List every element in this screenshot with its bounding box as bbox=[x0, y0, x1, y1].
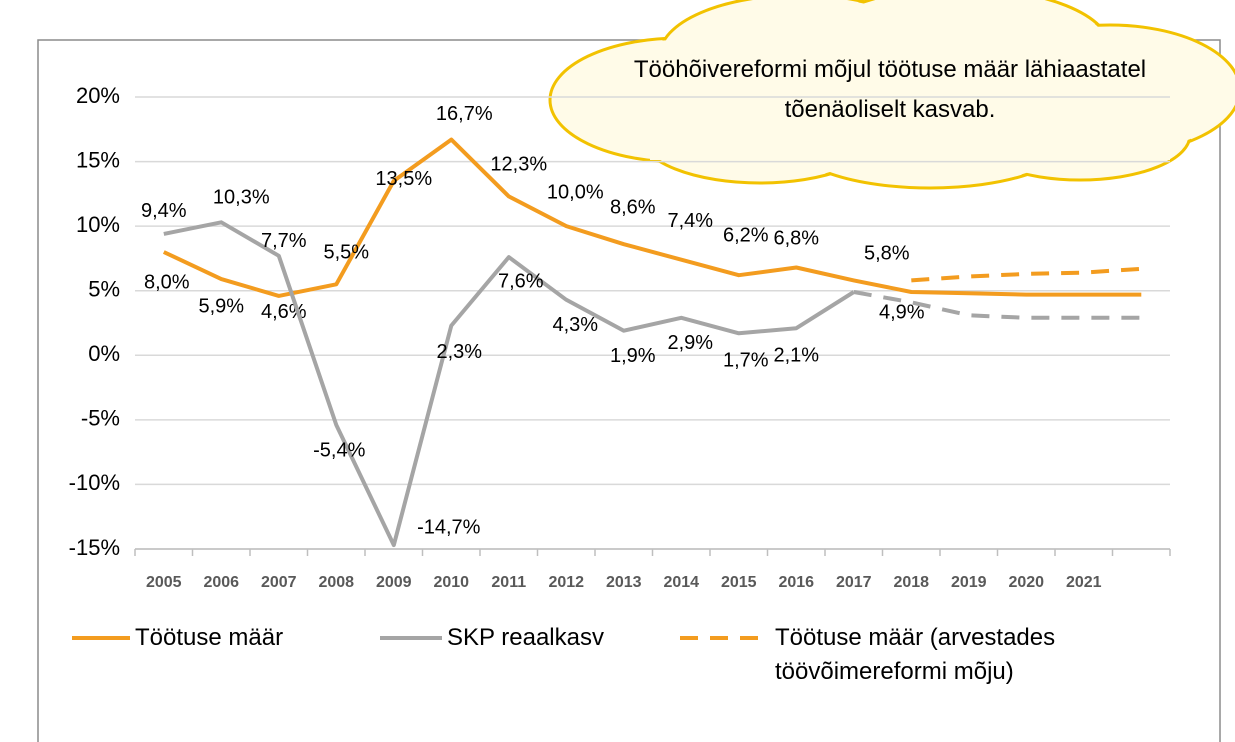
x-tick-label: 2014 bbox=[663, 574, 699, 591]
data-label: 10,0% bbox=[547, 181, 604, 203]
y-tick-label: 10% bbox=[76, 212, 120, 237]
y-tick-label: 5% bbox=[88, 277, 120, 302]
x-tick-label: 2020 bbox=[1008, 574, 1044, 591]
legend-label: Töötuse määr bbox=[135, 624, 284, 651]
data-label: 10,3% bbox=[213, 187, 270, 209]
annotation: Tööhõivereformi mõjul töötuse määr lähia… bbox=[633, 56, 1147, 123]
data-label: -14,7% bbox=[417, 516, 481, 538]
x-tick-label: 2010 bbox=[433, 574, 469, 591]
data-label: 8,0% bbox=[144, 271, 190, 293]
data-label: 2,1% bbox=[773, 344, 819, 366]
y-tick-label: -10% bbox=[69, 470, 120, 495]
y-tick-label: -5% bbox=[81, 406, 120, 431]
x-tick-label: 2016 bbox=[778, 574, 814, 591]
line bbox=[163, 220, 855, 548]
data-label: -5,4% bbox=[313, 439, 365, 461]
x-tick-label: 2017 bbox=[836, 574, 872, 591]
data-label: 7,4% bbox=[667, 210, 713, 232]
x-tick-label: 2015 bbox=[721, 574, 757, 591]
x-tick-label: 2006 bbox=[203, 574, 239, 591]
data-label: 2,9% bbox=[667, 332, 713, 354]
data-label: 2,3% bbox=[436, 341, 482, 363]
x-tick-label: 2019 bbox=[951, 574, 987, 591]
x-tick-label: 2012 bbox=[548, 574, 584, 591]
x-tick-label: 2018 bbox=[893, 574, 929, 591]
y-tick-label: 0% bbox=[88, 341, 120, 366]
x-tick-label: 2008 bbox=[318, 574, 354, 591]
data-label: 5,9% bbox=[198, 295, 244, 317]
y-tick-label: -15% bbox=[69, 535, 120, 560]
data-label: 1,9% bbox=[610, 345, 656, 367]
data-label: 4,3% bbox=[552, 314, 598, 336]
data-label: 8,6% bbox=[610, 197, 656, 219]
x-tick-label: 2007 bbox=[261, 574, 297, 591]
dashed-line bbox=[853, 290, 1142, 320]
data-label: 1,7% bbox=[723, 350, 769, 372]
y-tick-label: 15% bbox=[76, 147, 120, 172]
y-tick-label: 20% bbox=[76, 83, 120, 108]
data-label: 7,6% bbox=[498, 270, 544, 292]
data-label: 9,4% bbox=[141, 200, 187, 222]
data-label: 5,5% bbox=[323, 242, 369, 264]
line bbox=[162, 137, 1142, 298]
data-label: 6,8% bbox=[773, 228, 819, 250]
data-label: 13,5% bbox=[375, 168, 432, 190]
cloud bbox=[548, 0, 1235, 190]
data-label: 5,8% bbox=[864, 243, 910, 265]
legend-label: Töötuse määr (arvestades töövõimereformi… bbox=[775, 624, 1056, 685]
data-label: 4,9% bbox=[879, 301, 925, 323]
x-tick-label: 2011 bbox=[491, 574, 526, 591]
x-tick-label: 2009 bbox=[376, 574, 412, 591]
x-tick-label: 2021 bbox=[1066, 574, 1102, 591]
data-label: 16,7% bbox=[436, 103, 493, 125]
x-tick-label: 2013 bbox=[606, 574, 642, 591]
data-label: 12,3% bbox=[490, 154, 547, 176]
data-label: 7,7% bbox=[261, 230, 307, 252]
dashed-line bbox=[911, 266, 1142, 283]
x-tick-label: 2005 bbox=[146, 574, 182, 591]
legend-label: SKP reaalkasv bbox=[447, 624, 604, 651]
data-label: 6,2% bbox=[723, 224, 769, 246]
